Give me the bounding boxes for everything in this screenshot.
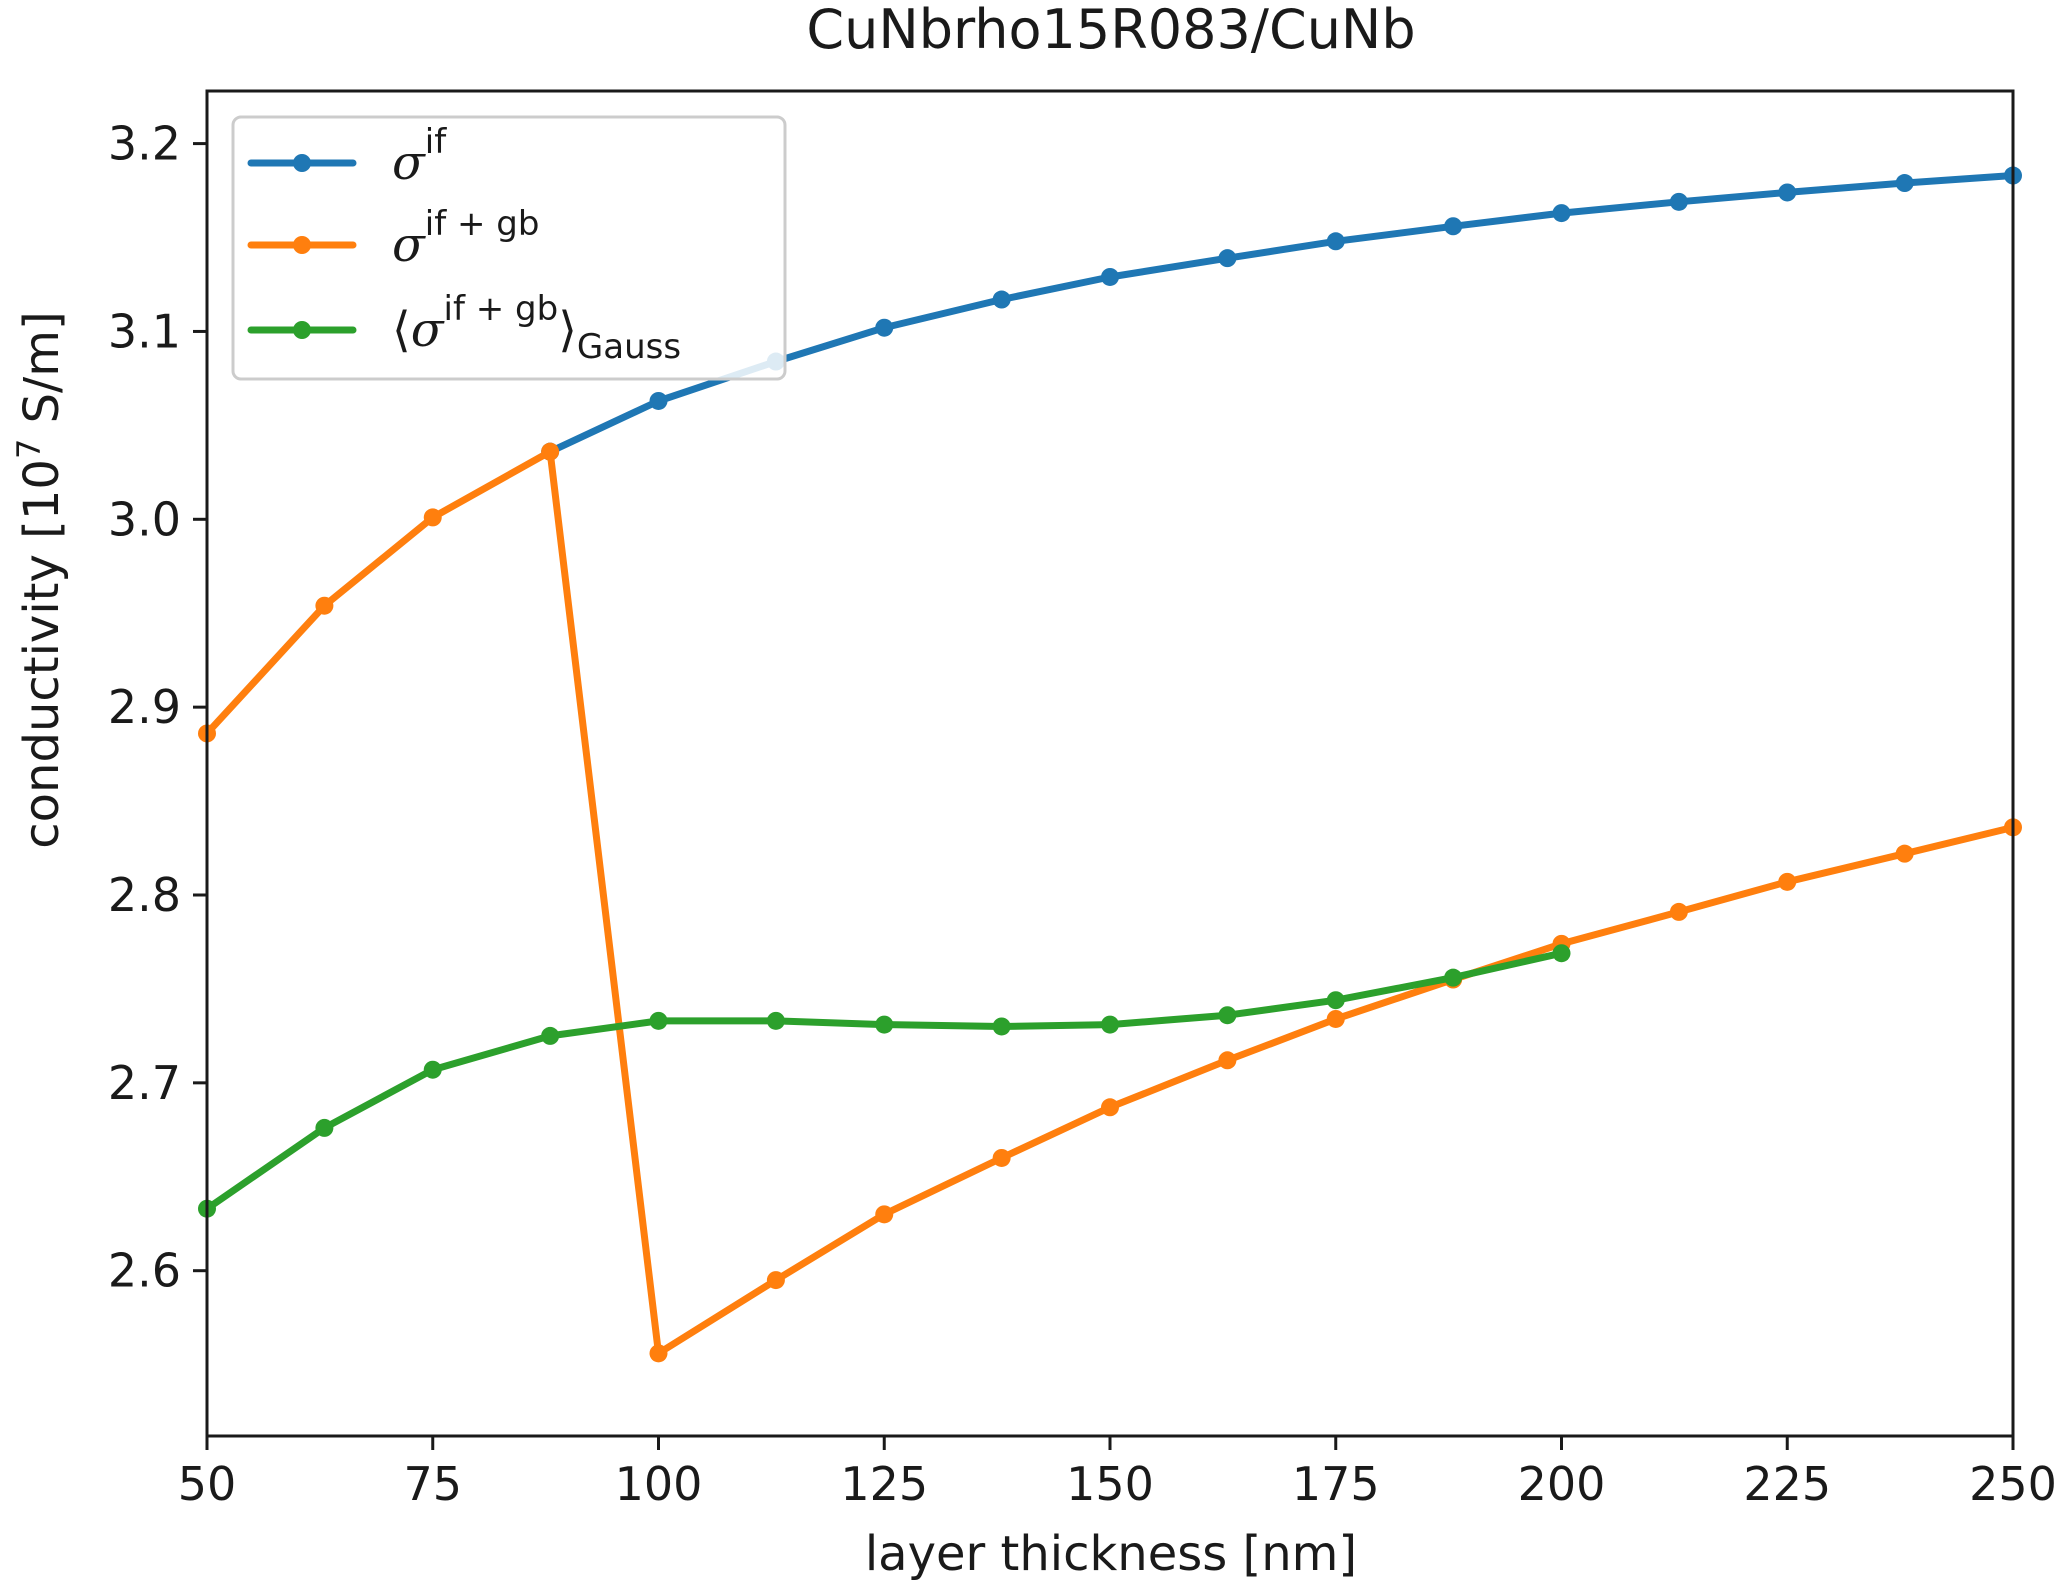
legend-swatch-marker [293, 154, 311, 172]
legend-sub: Gauss [577, 327, 681, 367]
series-2-point [423, 508, 442, 527]
series-1-point [1101, 267, 1119, 286]
series-3-point [541, 1026, 560, 1045]
legend-base: σ [411, 302, 445, 358]
series-3-point [992, 1017, 1011, 1036]
series-3 [198, 944, 1571, 1218]
series-layer [198, 166, 2022, 1363]
y-tick-label: 2.8 [108, 868, 181, 922]
series-2-point [541, 442, 560, 461]
series-3-point [649, 1011, 668, 1030]
series-2-point [1895, 844, 1914, 863]
legend-label: ⟨σif + gb⟩Gauss [392, 289, 681, 367]
chart-title: CuNbrho15R083/CuNb [806, 0, 1415, 61]
series-2-point [315, 596, 334, 615]
legend-bracket-close: ⟩ [558, 302, 577, 358]
axes-layer: 50 75 100 125 150 175 200 225 250 2.6 2.7 2.8 2.9 3.0… [108, 89, 2057, 1511]
series-3-point [1218, 1006, 1237, 1025]
series-3-point [1326, 991, 1345, 1010]
series-1-point [992, 290, 1011, 309]
legend-sup: if + gb [444, 289, 559, 329]
legend-bracket-open: ⟨ [392, 302, 411, 358]
x-axis-label: layer thickness [nm] [865, 1526, 1357, 1582]
series-2-point [1101, 1098, 1119, 1117]
series-3-point [766, 1011, 785, 1030]
series-2-point [1778, 872, 1797, 891]
series-3-point [1552, 944, 1571, 963]
legend-sup: if [425, 122, 447, 162]
legend-sup: if + gb [425, 204, 540, 244]
x-tick-label: 200 [1518, 1457, 1606, 1511]
y-tick-label: 2.6 [108, 1244, 181, 1298]
series-1-point [1895, 174, 1914, 193]
x-tick-label: 125 [840, 1457, 928, 1511]
x-tick-label: 250 [1969, 1457, 2057, 1511]
series-3-point [315, 1118, 334, 1137]
y-tick-label: 2.7 [108, 1056, 181, 1110]
series-2-point [875, 1205, 894, 1224]
x-tick-label: 75 [403, 1457, 462, 1511]
legend-label: σif [392, 122, 447, 191]
series-1-point [1444, 217, 1463, 236]
x-tick-label: 150 [1066, 1457, 1154, 1511]
series-2-point [1218, 1051, 1237, 1070]
y-axis-label-suffix: S/m] [14, 311, 70, 438]
y-axis-label: conductivity [107 S/m] [10, 311, 70, 848]
y-axis-label-exponent: 7 [10, 439, 48, 459]
x-tick-label: 100 [615, 1457, 703, 1511]
series-2-point [649, 1344, 668, 1363]
legend-swatch-marker [293, 236, 311, 254]
legend-entry-1: σif [247, 122, 447, 191]
series-3-point [1444, 968, 1463, 987]
legend-entry-2: σif + gb [247, 204, 539, 273]
y-tick-label: 2.9 [108, 680, 181, 734]
series-1-point [649, 391, 668, 410]
series-1-point [1669, 192, 1688, 211]
y-tick-label: 3.1 [108, 304, 181, 358]
y-axis-label-prefix: conductivity [10 [14, 459, 70, 849]
series-1-point [1778, 183, 1797, 202]
series-2-point [992, 1148, 1011, 1167]
series-3-point [875, 1015, 894, 1034]
series-2-point [1326, 1009, 1345, 1028]
series-3-point [423, 1060, 442, 1079]
legend-frame [231, 115, 787, 381]
x-tick-label: 225 [1743, 1457, 1831, 1511]
legend-base: σ [392, 217, 426, 273]
y-tick-label: 3.2 [108, 117, 181, 171]
series-1-point [1552, 204, 1571, 223]
legend-label: σif + gb [392, 204, 539, 273]
series-2-point [1669, 902, 1688, 921]
series-1-point [1218, 249, 1237, 268]
series-1-point [875, 318, 894, 337]
x-tick-label: 175 [1292, 1457, 1380, 1511]
x-tick-label: 50 [178, 1457, 237, 1511]
legend-base: σ [392, 135, 426, 191]
series-3-point [1101, 1015, 1119, 1034]
series-1-line [546, 172, 2017, 456]
legend-swatch-marker [293, 321, 311, 339]
series-1-point [1326, 232, 1345, 251]
series-2-point [766, 1271, 785, 1290]
legend-entry-3: ⟨σif + gb⟩Gauss [247, 289, 681, 367]
y-tick-label: 3.0 [108, 492, 181, 546]
